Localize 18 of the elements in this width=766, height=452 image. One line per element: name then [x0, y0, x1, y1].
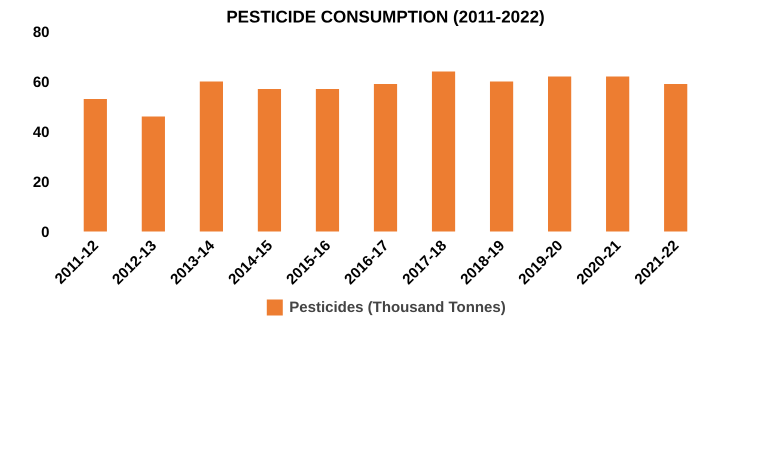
bar: [432, 72, 456, 232]
bar: [606, 76, 630, 232]
legend-label: Pesticides (Thousand Tonnes): [289, 298, 506, 316]
bar: [548, 76, 572, 232]
y-tick-label: 40: [32, 124, 50, 141]
bar: [258, 89, 282, 232]
y-tick-label: 0: [41, 224, 50, 241]
bar: [84, 99, 107, 232]
bar: [664, 84, 688, 232]
y-tick-label: 60: [32, 74, 50, 91]
y-tick-label: 20: [32, 174, 50, 191]
bar: [200, 82, 223, 232]
bar: [490, 82, 514, 232]
y-tick-label: 80: [32, 24, 50, 41]
bar: [142, 116, 165, 232]
chart-title: PESTICIDE CONSUMPTION (2011-2022): [226, 8, 545, 26]
bar: [374, 84, 398, 232]
bar: [316, 89, 340, 232]
